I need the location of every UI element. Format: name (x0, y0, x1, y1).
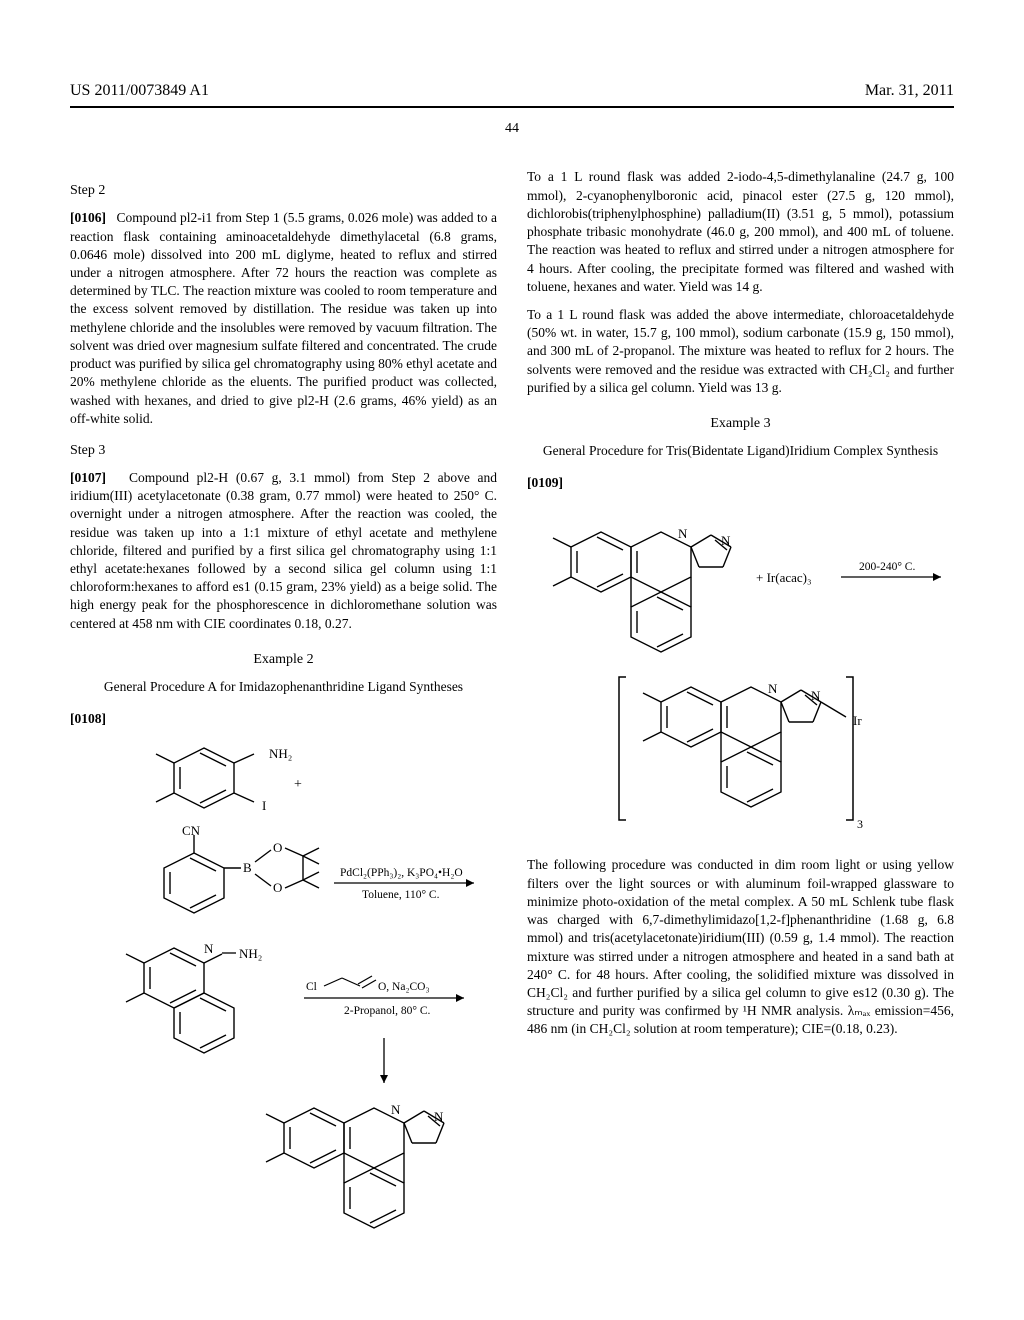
scheme3-arrow: 200-240° C. (841, 561, 941, 581)
para-number: [0107] (70, 470, 106, 485)
para-number: [0106] (70, 210, 106, 225)
step3-heading: Step 3 (70, 442, 497, 461)
left-column: Step 2 [0106] Compound pl2-i1 from Step … (70, 168, 497, 1262)
ir-label: Ir (853, 713, 862, 728)
scheme3-diagram: N N + Ir(acac)₃ 200-240° C. (531, 502, 951, 842)
patent-number: US 2011/0073849 A1 (70, 80, 209, 102)
svg-text:O: O (273, 880, 282, 895)
right-para2: To a 1 L round flask was added the above… (527, 306, 954, 397)
example2-subtitle: General Procedure A for Imidazophenanthr… (70, 678, 497, 696)
svg-text:B: B (243, 860, 252, 875)
n2-label: N (721, 533, 731, 548)
step3-paragraph: [0107] Compound pl2-H (0.67 g, 3.1 mmol)… (70, 469, 497, 633)
iodo-label: I (262, 798, 266, 813)
scheme2-diagram: NH₂ I + CN B O (74, 738, 494, 1248)
n2p-label: N (811, 688, 821, 703)
nh2-label: NH₂ (269, 746, 292, 761)
step3-text: Compound pl2-H (0.67 g, 3.1 mmol) from S… (70, 470, 497, 631)
arrow1-top: PdCl₂(PPh₃)₂, K₃PO₄•H₂O (340, 867, 463, 879)
arrow1: PdCl₂(PPh₃)₂, K₃PO₄•H₂O Toluene, 110° C. (334, 867, 474, 901)
cn-label: CN (182, 823, 201, 838)
down-arrow (380, 1038, 388, 1083)
right-para1: To a 1 L round flask was added 2-iodo-4,… (527, 168, 954, 296)
patent-date: Mar. 31, 2011 (865, 80, 954, 102)
svg-text:O: O (273, 840, 282, 855)
arrow2-bottom: 2-Propanol, 80° C. (344, 1005, 430, 1017)
n-label-prod2: N (434, 1109, 444, 1124)
n-label-prod: N (391, 1102, 401, 1117)
example2-heading: Example 2 (70, 651, 497, 670)
arrow-top: 200-240° C. (859, 561, 915, 573)
right-para3: The following procedure was conducted in… (527, 856, 954, 1038)
n-label: N (204, 941, 214, 956)
example3-num: [0109] (527, 474, 954, 492)
arrow1-bottom: Toluene, 110° C. (362, 889, 440, 901)
example2-num: [0108] (70, 710, 497, 728)
example3-subtitle: General Procedure for Tris(Bidentate Lig… (527, 442, 954, 460)
arrow2: Cl O, Na₂CO₃ 2-Propanol, 80° C. (304, 976, 464, 1017)
header-rule (70, 106, 954, 108)
step2-heading: Step 2 (70, 182, 497, 201)
arrow2-cl: Cl (306, 981, 317, 993)
plus-sign: + (294, 777, 302, 792)
n1-label: N (678, 526, 688, 541)
plus-iracac: + Ir(acac)₃ (756, 570, 812, 585)
step2-paragraph: [0106] Compound pl2-i1 from Step 1 (5.5 … (70, 209, 497, 428)
n1p-label: N (768, 681, 778, 696)
right-column: To a 1 L round flask was added 2-iodo-4,… (527, 168, 954, 1262)
page-number: 44 (70, 120, 954, 139)
arrow2-top: O, Na₂CO₃ (378, 981, 429, 993)
step2-text: Compound pl2-i1 from Step 1 (5.5 grams, … (70, 210, 497, 425)
bracket-sub: 3 (857, 817, 863, 831)
nh2-label2: NH₂ (239, 946, 262, 961)
example3-heading: Example 3 (527, 415, 954, 434)
